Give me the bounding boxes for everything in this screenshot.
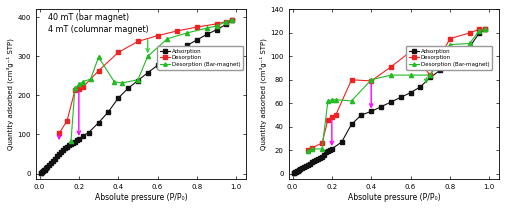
Legend: Adsorption, Desorption, Desorption (Bar-magnet): Adsorption, Desorption, Desorption (Bar-… bbox=[406, 46, 491, 70]
X-axis label: Absolute pressure (P/P₀): Absolute pressure (P/P₀) bbox=[347, 193, 439, 202]
Y-axis label: Quantity adsorbed (cm³g⁻¹ STP): Quantity adsorbed (cm³g⁻¹ STP) bbox=[7, 38, 15, 150]
Legend: Adsorption, Desorption, Desorption (Bar-magnet): Adsorption, Desorption, Desorption (Bar-… bbox=[157, 46, 243, 70]
Y-axis label: Quantity adsorbed (cm³g⁻¹ STP): Quantity adsorbed (cm³g⁻¹ STP) bbox=[260, 38, 267, 150]
X-axis label: Absolute pressure (P/P₀): Absolute pressure (P/P₀) bbox=[94, 193, 187, 202]
Text: 40 mT (bar magnet)
4 mT (columnar magnet): 40 mT (bar magnet) 4 mT (columnar magnet… bbox=[48, 13, 148, 34]
